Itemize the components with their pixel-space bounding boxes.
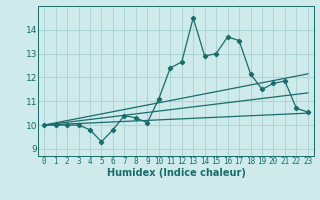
X-axis label: Humidex (Indice chaleur): Humidex (Indice chaleur) [107, 168, 245, 178]
